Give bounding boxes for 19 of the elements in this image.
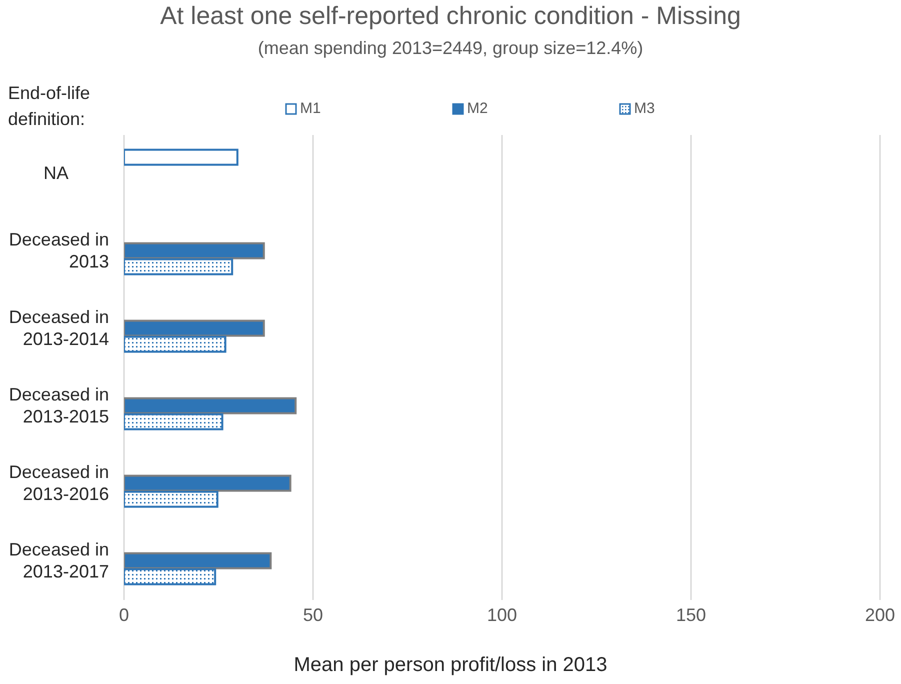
chart-title: At least one self-reported chronic condition - Missing (159, 2, 742, 31)
y-tick-label: Deceased in 2013-2016 (8, 462, 109, 504)
x-tick-label: 150 (676, 604, 706, 625)
y-tick-label: Deceased in 2013 (8, 229, 109, 271)
x-tick-label: 200 (864, 604, 896, 625)
x-axis-title: Mean per person profit/loss in 2013 (292, 654, 608, 677)
bar (124, 148, 238, 166)
y-tick-label: NA (43, 162, 69, 182)
text: M3 (633, 100, 655, 117)
legend-label: M1 (299, 100, 321, 117)
x-tick-label: 0 (118, 604, 130, 625)
chart-subtitle: (mean spending 2013=2449, group size=12.4%) (256, 38, 644, 59)
legend-title: End-of-life definition: (8, 82, 92, 131)
x-tick-label: 50 (302, 604, 324, 625)
y-tick-label: Deceased in 2013-2014 (8, 306, 109, 348)
legend-label: M2 (466, 100, 488, 117)
x-tick-label: 100 (486, 604, 518, 625)
y-tick-label: Deceased in 2013-2015 (8, 384, 109, 426)
y-tick-label: Deceased in 2013-2017 (8, 539, 109, 581)
